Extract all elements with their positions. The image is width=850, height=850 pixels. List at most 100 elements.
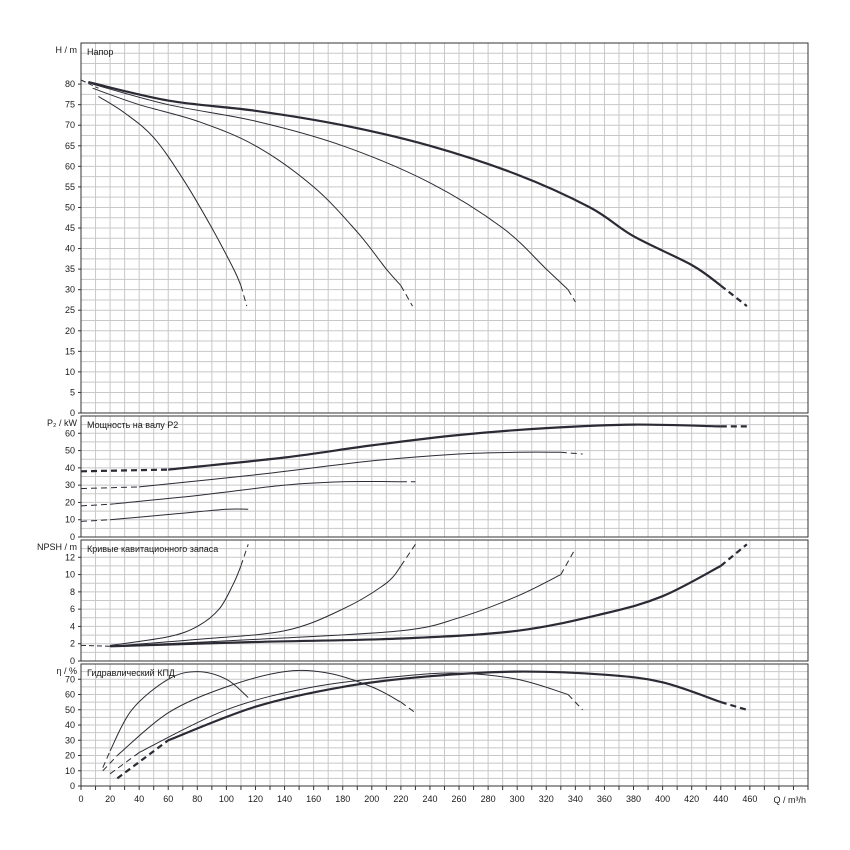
y-tick-label: 8 (70, 587, 75, 597)
x-tick-label: 280 (481, 794, 496, 804)
y-tick-label: 15 (65, 346, 75, 356)
y-tick-label: 4 (70, 621, 75, 631)
y-tick-label: 20 (65, 751, 75, 761)
series-dashed-end-efficiency-2 (567, 694, 583, 711)
y-tick-label: 20 (65, 497, 75, 507)
y-tick-label: 10 (65, 367, 75, 377)
series-dashed-head-2 (567, 289, 576, 303)
y-tick-label: 55 (65, 182, 75, 192)
x-tick-label: 100 (219, 794, 234, 804)
series-dashed-head-1 (400, 285, 413, 307)
series-dashed-npsh-2 (560, 548, 576, 575)
y-tick-label: 6 (70, 604, 75, 614)
x-tick-label: 340 (568, 794, 583, 804)
y-tick-label: 40 (65, 463, 75, 473)
x-tick-label: 20 (105, 794, 115, 804)
x-tick-label: 200 (364, 794, 379, 804)
panel-title-head: Напор (87, 47, 113, 57)
y-tick-label: 30 (65, 480, 75, 490)
y-tick-label: 12 (65, 552, 75, 562)
x-tick-label: 320 (539, 794, 554, 804)
series-dashed-head-0 (240, 285, 248, 307)
y-tick-label: 75 (65, 100, 75, 110)
x-tick-label: 460 (742, 794, 757, 804)
y-tick-label: 30 (65, 285, 75, 295)
y-tick-label: 50 (65, 202, 75, 212)
y-axis-label-efficiency: η / % (56, 666, 77, 676)
series-line-efficiency-1 (116, 669, 402, 756)
series-dashed-efficiency-1 (102, 755, 118, 772)
y-tick-label: 60 (65, 690, 75, 700)
series-dashed-npsh-0 (240, 544, 249, 567)
x-tick-label: 160 (306, 794, 321, 804)
x-tick-label: 140 (277, 794, 292, 804)
series-line-efficiency-2 (138, 672, 569, 753)
y-tick-label: 50 (65, 446, 75, 456)
x-tick-label: 0 (78, 794, 83, 804)
panel-title-power: Мощность на валу P2 (87, 420, 178, 430)
series-origin-dash-head (80, 79, 99, 89)
series-line-npsh-3 (110, 564, 722, 648)
series-dashed-power-3 (80, 468, 169, 473)
y-tick-label: 0 (70, 656, 75, 666)
x-tick-label: 40 (134, 794, 144, 804)
series-origin-dash-npsh (80, 644, 111, 647)
series-dashed-npsh-1 (400, 544, 416, 567)
series-dashed-power-1 (80, 503, 111, 507)
y-tick-label: 40 (65, 720, 75, 730)
x-tick-label: 400 (655, 794, 670, 804)
y-tick-label: 70 (65, 120, 75, 130)
series-dashed-efficiency-0 (102, 750, 111, 768)
series-line-power-3 (168, 423, 721, 471)
y-tick-label: 45 (65, 223, 75, 233)
series-line-npsh-0 (110, 565, 242, 646)
series-line-efficiency-0 (109, 671, 249, 752)
x-tick-label: 240 (422, 794, 437, 804)
y-tick-label: 50 (65, 705, 75, 715)
series-dashed-end-power-2 (560, 451, 583, 455)
y-tick-label: 65 (65, 141, 75, 151)
y-axis-label-npsh: NPSH / m (37, 542, 77, 552)
y-tick-label: 70 (65, 674, 75, 684)
series-line-efficiency-3 (167, 670, 722, 742)
series-line-power-1 (110, 480, 401, 505)
x-tick-label: 80 (192, 794, 202, 804)
y-tick-label: 20 (65, 326, 75, 336)
y-tick-label: 30 (65, 735, 75, 745)
y-tick-label: 2 (70, 639, 75, 649)
y-tick-label: 25 (65, 305, 75, 315)
x-tick-label: 300 (510, 794, 525, 804)
series-line-head-1 (92, 87, 402, 286)
panel-title-efficiency: Гидравлический КПД (87, 668, 175, 678)
y-axis-label-head: H / m (56, 45, 78, 55)
x-tick-label: 180 (335, 794, 350, 804)
x-tick-label: 220 (393, 794, 408, 804)
series-dashed-head-3 (720, 284, 748, 307)
x-tick-label: 440 (713, 794, 728, 804)
series-dashed-end-efficiency-1 (400, 701, 416, 714)
series-line-power-0 (110, 508, 249, 521)
y-tick-label: 80 (65, 79, 75, 89)
series-dashed-power-0 (80, 519, 111, 522)
y-tick-label: 60 (65, 161, 75, 171)
x-tick-label: 260 (452, 794, 467, 804)
series-line-head-0 (98, 95, 242, 286)
series-dashed-efficiency-3 (116, 739, 169, 780)
series-dashed-npsh-3 (720, 543, 748, 567)
x-tick-label: 420 (684, 794, 699, 804)
panel-frame-npsh (80, 539, 809, 662)
x-tick-label: 120 (248, 794, 263, 804)
y-tick-label: 0 (70, 532, 75, 542)
series-line-head-3 (88, 81, 722, 287)
y-tick-label: 35 (65, 264, 75, 274)
x-tick-label: 360 (597, 794, 612, 804)
y-tick-label: 10 (65, 766, 75, 776)
panel-frame-power (80, 415, 809, 538)
series-line-power-2 (139, 451, 561, 488)
series-line-head-2 (92, 83, 569, 291)
y-tick-label: 60 (65, 428, 75, 438)
series-dashed-efficiency-2 (109, 752, 140, 775)
y-tick-label: 10 (65, 515, 75, 525)
y-tick-label: 10 (65, 570, 75, 580)
